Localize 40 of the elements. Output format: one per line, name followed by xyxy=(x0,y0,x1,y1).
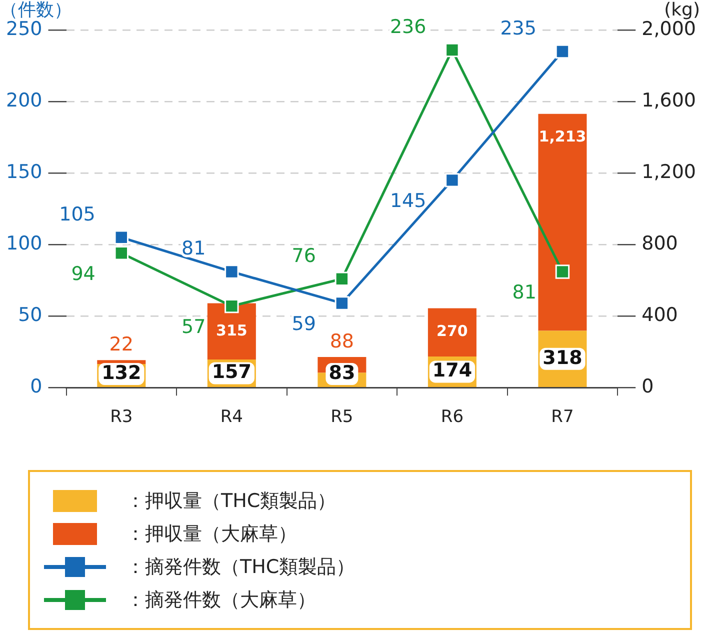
y-tick-label: 50 xyxy=(18,304,42,326)
x-tick-label: R3 xyxy=(110,407,133,428)
data-label: 94 xyxy=(71,263,96,286)
y-tick-label: 100 xyxy=(6,232,42,254)
data-label: 76 xyxy=(292,244,316,267)
data-label: 270 xyxy=(436,322,468,340)
data-label: 315 xyxy=(216,321,248,340)
data-label: 59 xyxy=(292,313,316,336)
data-label: 145 xyxy=(390,190,426,212)
data-label: 236 xyxy=(390,16,426,38)
legend-label: ：押収量（大麻草） xyxy=(126,522,297,546)
data-label: 57 xyxy=(181,316,206,338)
y2-tick-label: 800 xyxy=(642,232,678,254)
y2-axis-title: (kg) xyxy=(664,0,700,21)
y2-tick-label: 1,600 xyxy=(642,89,696,112)
data-label: 1,213 xyxy=(538,128,586,146)
x-tick-label: R5 xyxy=(330,407,354,428)
y-tick-label: 0 xyxy=(30,376,42,398)
data-label: 318 xyxy=(542,346,582,369)
legend-label: ：摘発件数（THC類製品） xyxy=(126,554,356,580)
y-tick-label: 150 xyxy=(6,160,42,183)
legend-label: ：押収量（THC類製品） xyxy=(126,488,336,514)
data-label: 81 xyxy=(181,238,206,260)
x-tick-label: R4 xyxy=(220,407,243,428)
data-label: 157 xyxy=(212,361,252,384)
y2-tick-label: 1,200 xyxy=(642,160,696,183)
data-label: 81 xyxy=(512,282,536,304)
y2-tick-label: 0 xyxy=(642,376,654,398)
y2-tick-label: 400 xyxy=(642,304,678,326)
data-label: 83 xyxy=(328,362,356,384)
legend-label: ：摘発件数（大麻草） xyxy=(126,588,316,612)
data-label: 174 xyxy=(432,360,472,382)
x-tick-label: R6 xyxy=(440,407,464,428)
data-label: 22 xyxy=(109,334,134,356)
data-label: 88 xyxy=(330,330,354,352)
x-tick-label: R7 xyxy=(551,407,574,428)
data-label: 235 xyxy=(500,17,536,40)
data-label: 105 xyxy=(59,203,96,226)
y-tick-label: 200 xyxy=(6,89,42,112)
data-label: 132 xyxy=(102,362,142,384)
